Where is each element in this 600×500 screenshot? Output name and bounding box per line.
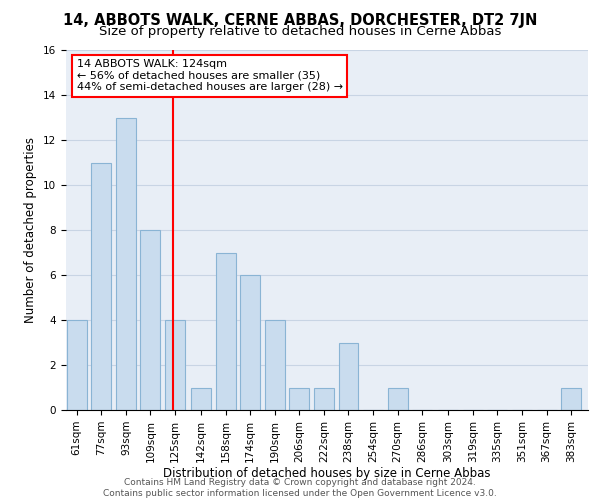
X-axis label: Distribution of detached houses by size in Cerne Abbas: Distribution of detached houses by size … <box>163 468 491 480</box>
Bar <box>116 118 136 410</box>
Text: 14 ABBOTS WALK: 124sqm
← 56% of detached houses are smaller (35)
44% of semi-det: 14 ABBOTS WALK: 124sqm ← 56% of detached… <box>77 59 343 92</box>
Bar <box>91 162 111 410</box>
Bar <box>561 388 581 410</box>
Bar <box>388 388 407 410</box>
Bar <box>289 388 310 410</box>
Bar <box>240 275 260 410</box>
Bar <box>67 320 87 410</box>
Bar <box>140 230 160 410</box>
Bar <box>191 388 211 410</box>
Bar <box>215 252 236 410</box>
Bar <box>338 342 358 410</box>
Bar <box>314 388 334 410</box>
Y-axis label: Number of detached properties: Number of detached properties <box>25 137 37 323</box>
Bar <box>165 320 185 410</box>
Bar <box>265 320 285 410</box>
Text: Contains HM Land Registry data © Crown copyright and database right 2024.
Contai: Contains HM Land Registry data © Crown c… <box>103 478 497 498</box>
Text: Size of property relative to detached houses in Cerne Abbas: Size of property relative to detached ho… <box>99 25 501 38</box>
Text: 14, ABBOTS WALK, CERNE ABBAS, DORCHESTER, DT2 7JN: 14, ABBOTS WALK, CERNE ABBAS, DORCHESTER… <box>63 12 537 28</box>
